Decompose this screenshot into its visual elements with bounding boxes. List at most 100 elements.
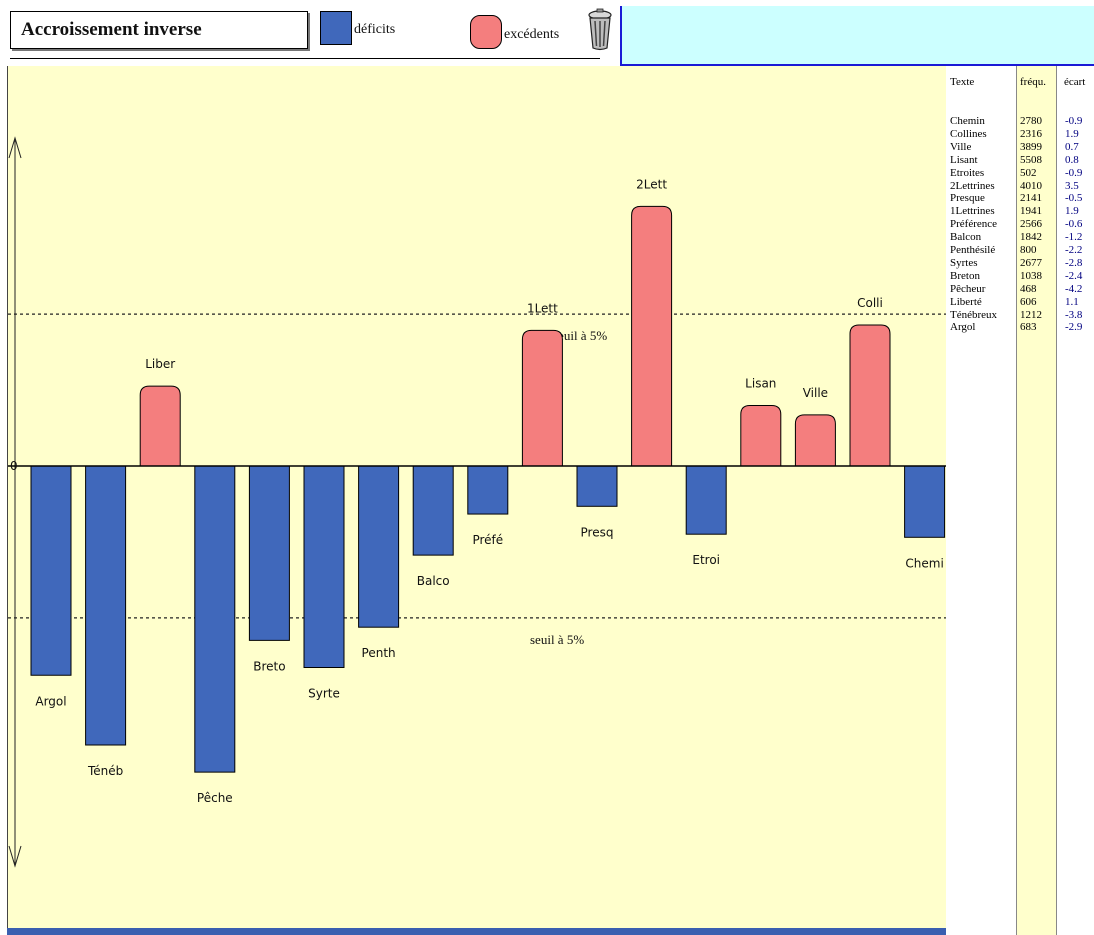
bar-label: Argol — [35, 694, 66, 708]
table-cell-frequ: 1038 — [1020, 269, 1042, 282]
table-cell-frequ: 502 — [1020, 166, 1037, 179]
table-cell-ecart: -0.9 — [1065, 166, 1083, 179]
table-cell-frequ: 5508 — [1020, 153, 1042, 166]
bar-deficit — [85, 465, 127, 746]
bar-label: Etroi — [692, 553, 720, 567]
frequ-column — [1016, 66, 1057, 935]
bar-deficit — [904, 465, 946, 538]
legend-swatch-excedents[interactable] — [470, 15, 502, 49]
table-cell-frequ: 2316 — [1020, 127, 1042, 140]
table-cell-frequ: 1941 — [1020, 205, 1042, 218]
table-cell-texte: Ténébreux — [950, 308, 998, 321]
table-cell-ecart: -2.2 — [1065, 244, 1083, 256]
table-cell-ecart: -3.8 — [1065, 308, 1083, 321]
table-cell-frequ: 3899 — [1020, 140, 1042, 153]
table-cell-frequ: 1212 — [1020, 308, 1042, 321]
zero-label: 0 — [10, 459, 18, 473]
bar-label: Pêche — [197, 791, 233, 805]
bar-deficit — [303, 465, 345, 668]
bar-excedent — [794, 414, 836, 467]
table-cell-texte: Ville — [950, 140, 972, 153]
bar-label: Préfé — [472, 533, 503, 547]
bar-deficit — [412, 465, 454, 556]
bar-deficit — [467, 465, 509, 515]
table-cell-ecart: -0.6 — [1065, 218, 1083, 231]
bar-label: Colli — [857, 296, 883, 310]
bar-deficit — [576, 465, 618, 507]
bar-label: Balco — [417, 574, 450, 588]
table-cell-texte: Argol — [950, 321, 976, 334]
bar-deficit — [685, 465, 727, 535]
table-cell-texte: Chemin — [950, 115, 985, 127]
bar-excedent — [740, 405, 782, 467]
bar-label: Breto — [253, 659, 285, 673]
table-cell-texte: Préférence — [950, 218, 998, 231]
table-cell-ecart: -0.5 — [1065, 192, 1083, 205]
table-cell-texte: Collines — [950, 127, 987, 140]
table-cell-texte: Penthésilé — [950, 244, 996, 256]
table-cell-texte: 1Lettrines — [950, 205, 995, 218]
chart-panel: seuil à 5% seuil à 5% Argol Ténéb Liber Pêche… — [7, 66, 947, 935]
legend-swatch-deficits[interactable] — [320, 11, 352, 45]
table-cell-ecart: 1.1 — [1065, 295, 1079, 308]
toolbar-panel — [620, 6, 1094, 66]
bar-excedent — [849, 324, 891, 467]
table-cell-frequ: 1842 — [1020, 231, 1042, 244]
bar-label: 1Lett — [527, 301, 558, 315]
header-frequ: fréqu. — [1020, 76, 1046, 88]
table-cell-frequ: 468 — [1020, 282, 1037, 295]
scroll-strip[interactable] — [7, 928, 946, 935]
table-cell-texte: Breton — [950, 269, 980, 282]
table-cell-ecart: 1.9 — [1065, 127, 1079, 140]
legend-label-deficits: déficits — [354, 22, 396, 37]
table-cell-ecart: 0.7 — [1065, 140, 1079, 153]
bar-label: Lisan — [745, 377, 776, 391]
legend-label-excedents: excédents — [504, 27, 560, 42]
table-cell-frequ: 4010 — [1020, 179, 1042, 192]
bar-label: Presq — [581, 525, 614, 539]
table-cell-texte: Balcon — [950, 231, 982, 244]
table-cell-texte: Syrtes — [950, 256, 978, 269]
bar-label: Syrte — [308, 687, 340, 701]
bar-excedent — [631, 205, 673, 467]
table-cell-texte: Etroites — [950, 166, 985, 179]
table-cell-ecart: -1.2 — [1065, 231, 1083, 244]
threshold-label-top: seuil à 5% — [553, 328, 607, 343]
chart-title: Accroissement inverse — [10, 11, 308, 49]
table-cell-ecart: 3.5 — [1065, 179, 1079, 192]
bar-label: 2Lett — [636, 177, 667, 191]
table-cell-frequ: 800 — [1020, 244, 1037, 256]
table-cell-texte: Pêcheur — [950, 282, 986, 295]
threshold-label-bottom: seuil à 5% — [530, 632, 584, 647]
table-cell-ecart: -2.8 — [1065, 256, 1083, 269]
bar-deficit — [194, 465, 236, 773]
table-cell-frequ: 2566 — [1020, 218, 1042, 231]
table-cell-ecart: -2.4 — [1065, 269, 1083, 282]
table-cell-texte: Liberté — [950, 295, 982, 308]
y-axis-arrow-down — [8, 845, 22, 868]
bar-deficit — [30, 465, 72, 676]
bar-label: Penth — [362, 646, 396, 660]
bar-label: Liber — [145, 357, 175, 371]
bar-label: Chemi — [905, 556, 943, 570]
table-cell-frequ: 683 — [1020, 321, 1037, 334]
table-cell-frequ: 2141 — [1020, 192, 1042, 205]
y-axis-arrow-up — [8, 136, 22, 159]
table-cell-texte: 2Lettrines — [950, 179, 995, 192]
bar-deficit — [248, 465, 290, 641]
bar-deficit — [358, 465, 400, 628]
trash-icon[interactable] — [586, 8, 614, 52]
table-cell-texte: Presque — [950, 192, 985, 205]
header-texte: Texte — [950, 76, 975, 88]
table-cell-frequ: 2677 — [1020, 256, 1042, 269]
bar-label: Ténéb — [87, 764, 123, 778]
table-cell-ecart: -4.2 — [1065, 282, 1083, 295]
header-ecart: écart — [1064, 76, 1086, 88]
bar-excedent — [139, 385, 181, 467]
bar-chart: seuil à 5% seuil à 5% Argol Ténéb Liber Pêche… — [8, 136, 947, 868]
table-cell-frequ: 2780 — [1020, 115, 1042, 127]
bar-label: Ville — [803, 386, 828, 400]
table-cell-ecart: 1.9 — [1065, 205, 1079, 218]
table-cell-frequ: 606 — [1020, 295, 1037, 308]
bar-excedent — [521, 329, 563, 467]
